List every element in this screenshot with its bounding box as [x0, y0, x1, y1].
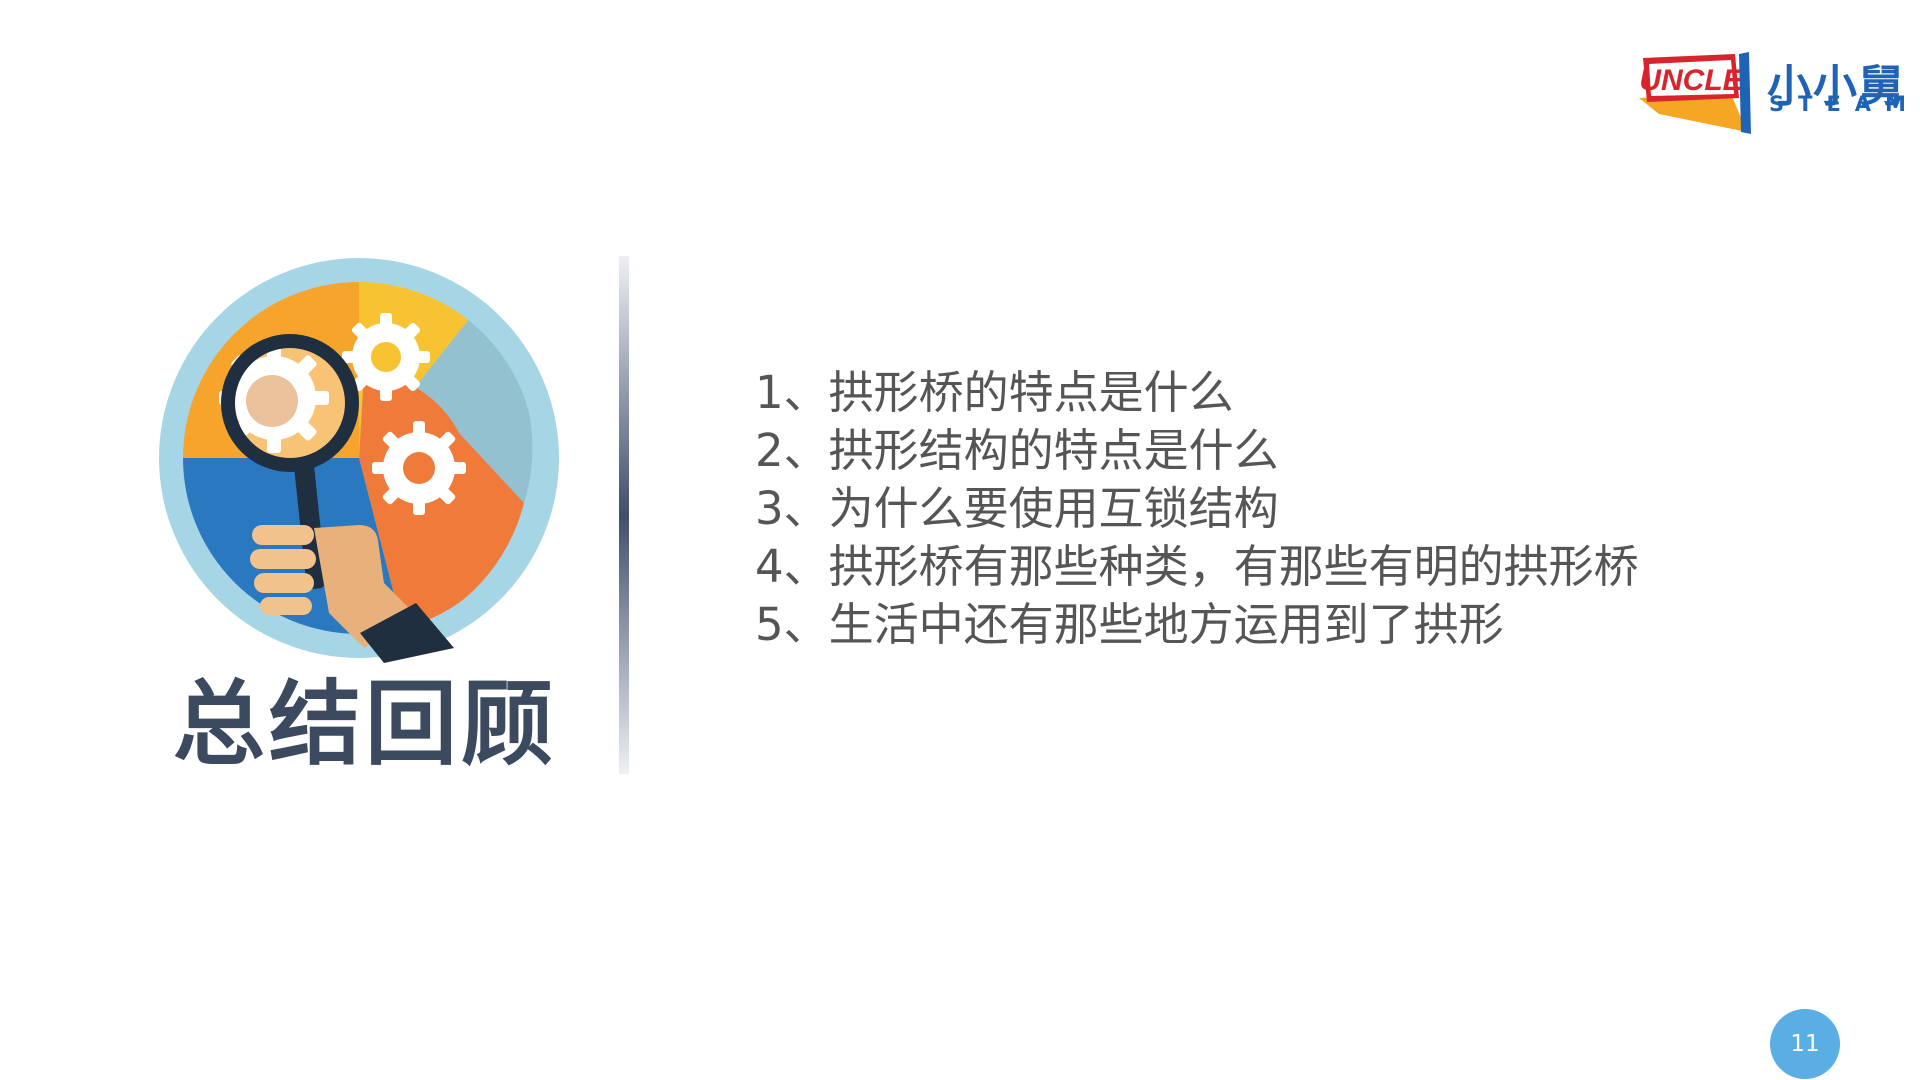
brand-logo: UNCLE 小小舅 STEAM: [1635, 50, 1906, 134]
list-item: 5、生活中还有那些地方运用到了拱形: [755, 598, 1504, 651]
page-number-badge: 11: [1770, 1009, 1840, 1079]
list-item: 1、拱形桥的特点是什么: [755, 366, 1234, 419]
uncle-badge-icon: UNCLE: [1639, 52, 1751, 134]
list-item: 3、为什么要使用互锁结构: [755, 482, 1279, 535]
magnifier-gears-icon: [159, 258, 559, 663]
brand-name-en: STEAM: [1769, 92, 1920, 116]
list-item: 2、拱形结构的特点是什么: [755, 424, 1279, 477]
list-item: 4、拱形桥有那些种类，有那些有明的拱形桥: [755, 540, 1639, 593]
brand-name-cn: 小小舅: [1767, 61, 1905, 112]
section-title: 总结回顾: [172, 671, 557, 778]
badge-text: UNCLE: [1639, 64, 1743, 97]
vertical-divider: [619, 256, 629, 774]
review-points-list: 1、拱形桥的特点是什么 2、拱形结构的特点是什么 3、为什么要使用互锁结构 4、…: [755, 364, 1639, 654]
